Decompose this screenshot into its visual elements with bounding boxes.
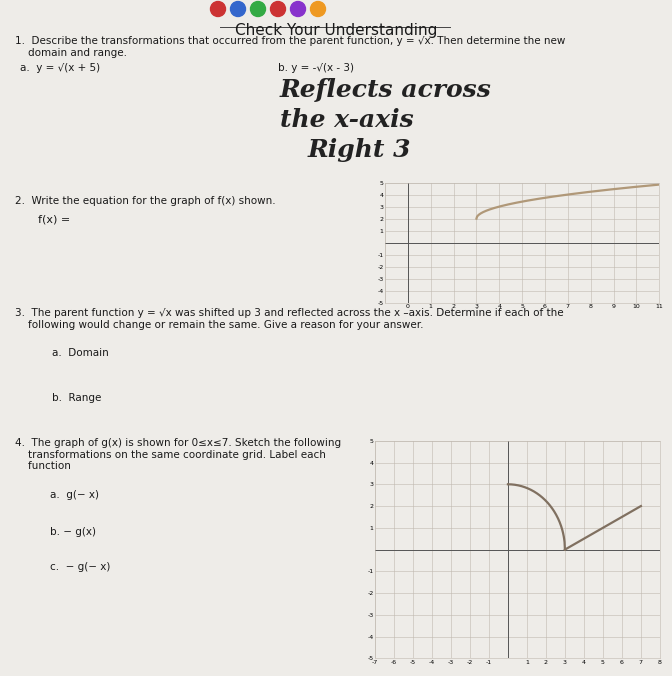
Circle shape	[290, 1, 306, 16]
Text: a.  y = √(x + 5): a. y = √(x + 5)	[20, 63, 100, 73]
Circle shape	[210, 1, 226, 16]
Text: Reflects across: Reflects across	[280, 78, 492, 102]
Text: b. y = -√(x - 3): b. y = -√(x - 3)	[278, 63, 354, 73]
Text: c.  − g(− x): c. − g(− x)	[50, 562, 110, 572]
Circle shape	[251, 1, 265, 16]
Circle shape	[271, 1, 286, 16]
Text: 2.  Write the equation for the graph of f(x) shown.: 2. Write the equation for the graph of f…	[15, 196, 276, 206]
Text: Right 3: Right 3	[308, 138, 411, 162]
Text: 1.  Describe the transformations that occurred from the parent function, y = √x.: 1. Describe the transformations that occ…	[15, 36, 565, 57]
Text: 3.  The parent function y = √x was shifted up 3 and reflected across the x –axis: 3. The parent function y = √x was shifte…	[15, 308, 564, 330]
Text: Check Your Understanding: Check Your Understanding	[235, 23, 437, 38]
Text: b. − g(x): b. − g(x)	[50, 527, 96, 537]
Text: b.  Range: b. Range	[52, 393, 101, 403]
Text: 4.  The graph of g(x) is shown for 0≤x≤7. Sketch the following
    transformatio: 4. The graph of g(x) is shown for 0≤x≤7.…	[15, 438, 341, 471]
Text: a.  g(− x): a. g(− x)	[50, 490, 99, 500]
Text: a.  Domain: a. Domain	[52, 348, 109, 358]
Circle shape	[230, 1, 245, 16]
Text: the x-axis: the x-axis	[280, 108, 414, 132]
Text: f(x) =: f(x) =	[38, 215, 71, 225]
Circle shape	[310, 1, 325, 16]
